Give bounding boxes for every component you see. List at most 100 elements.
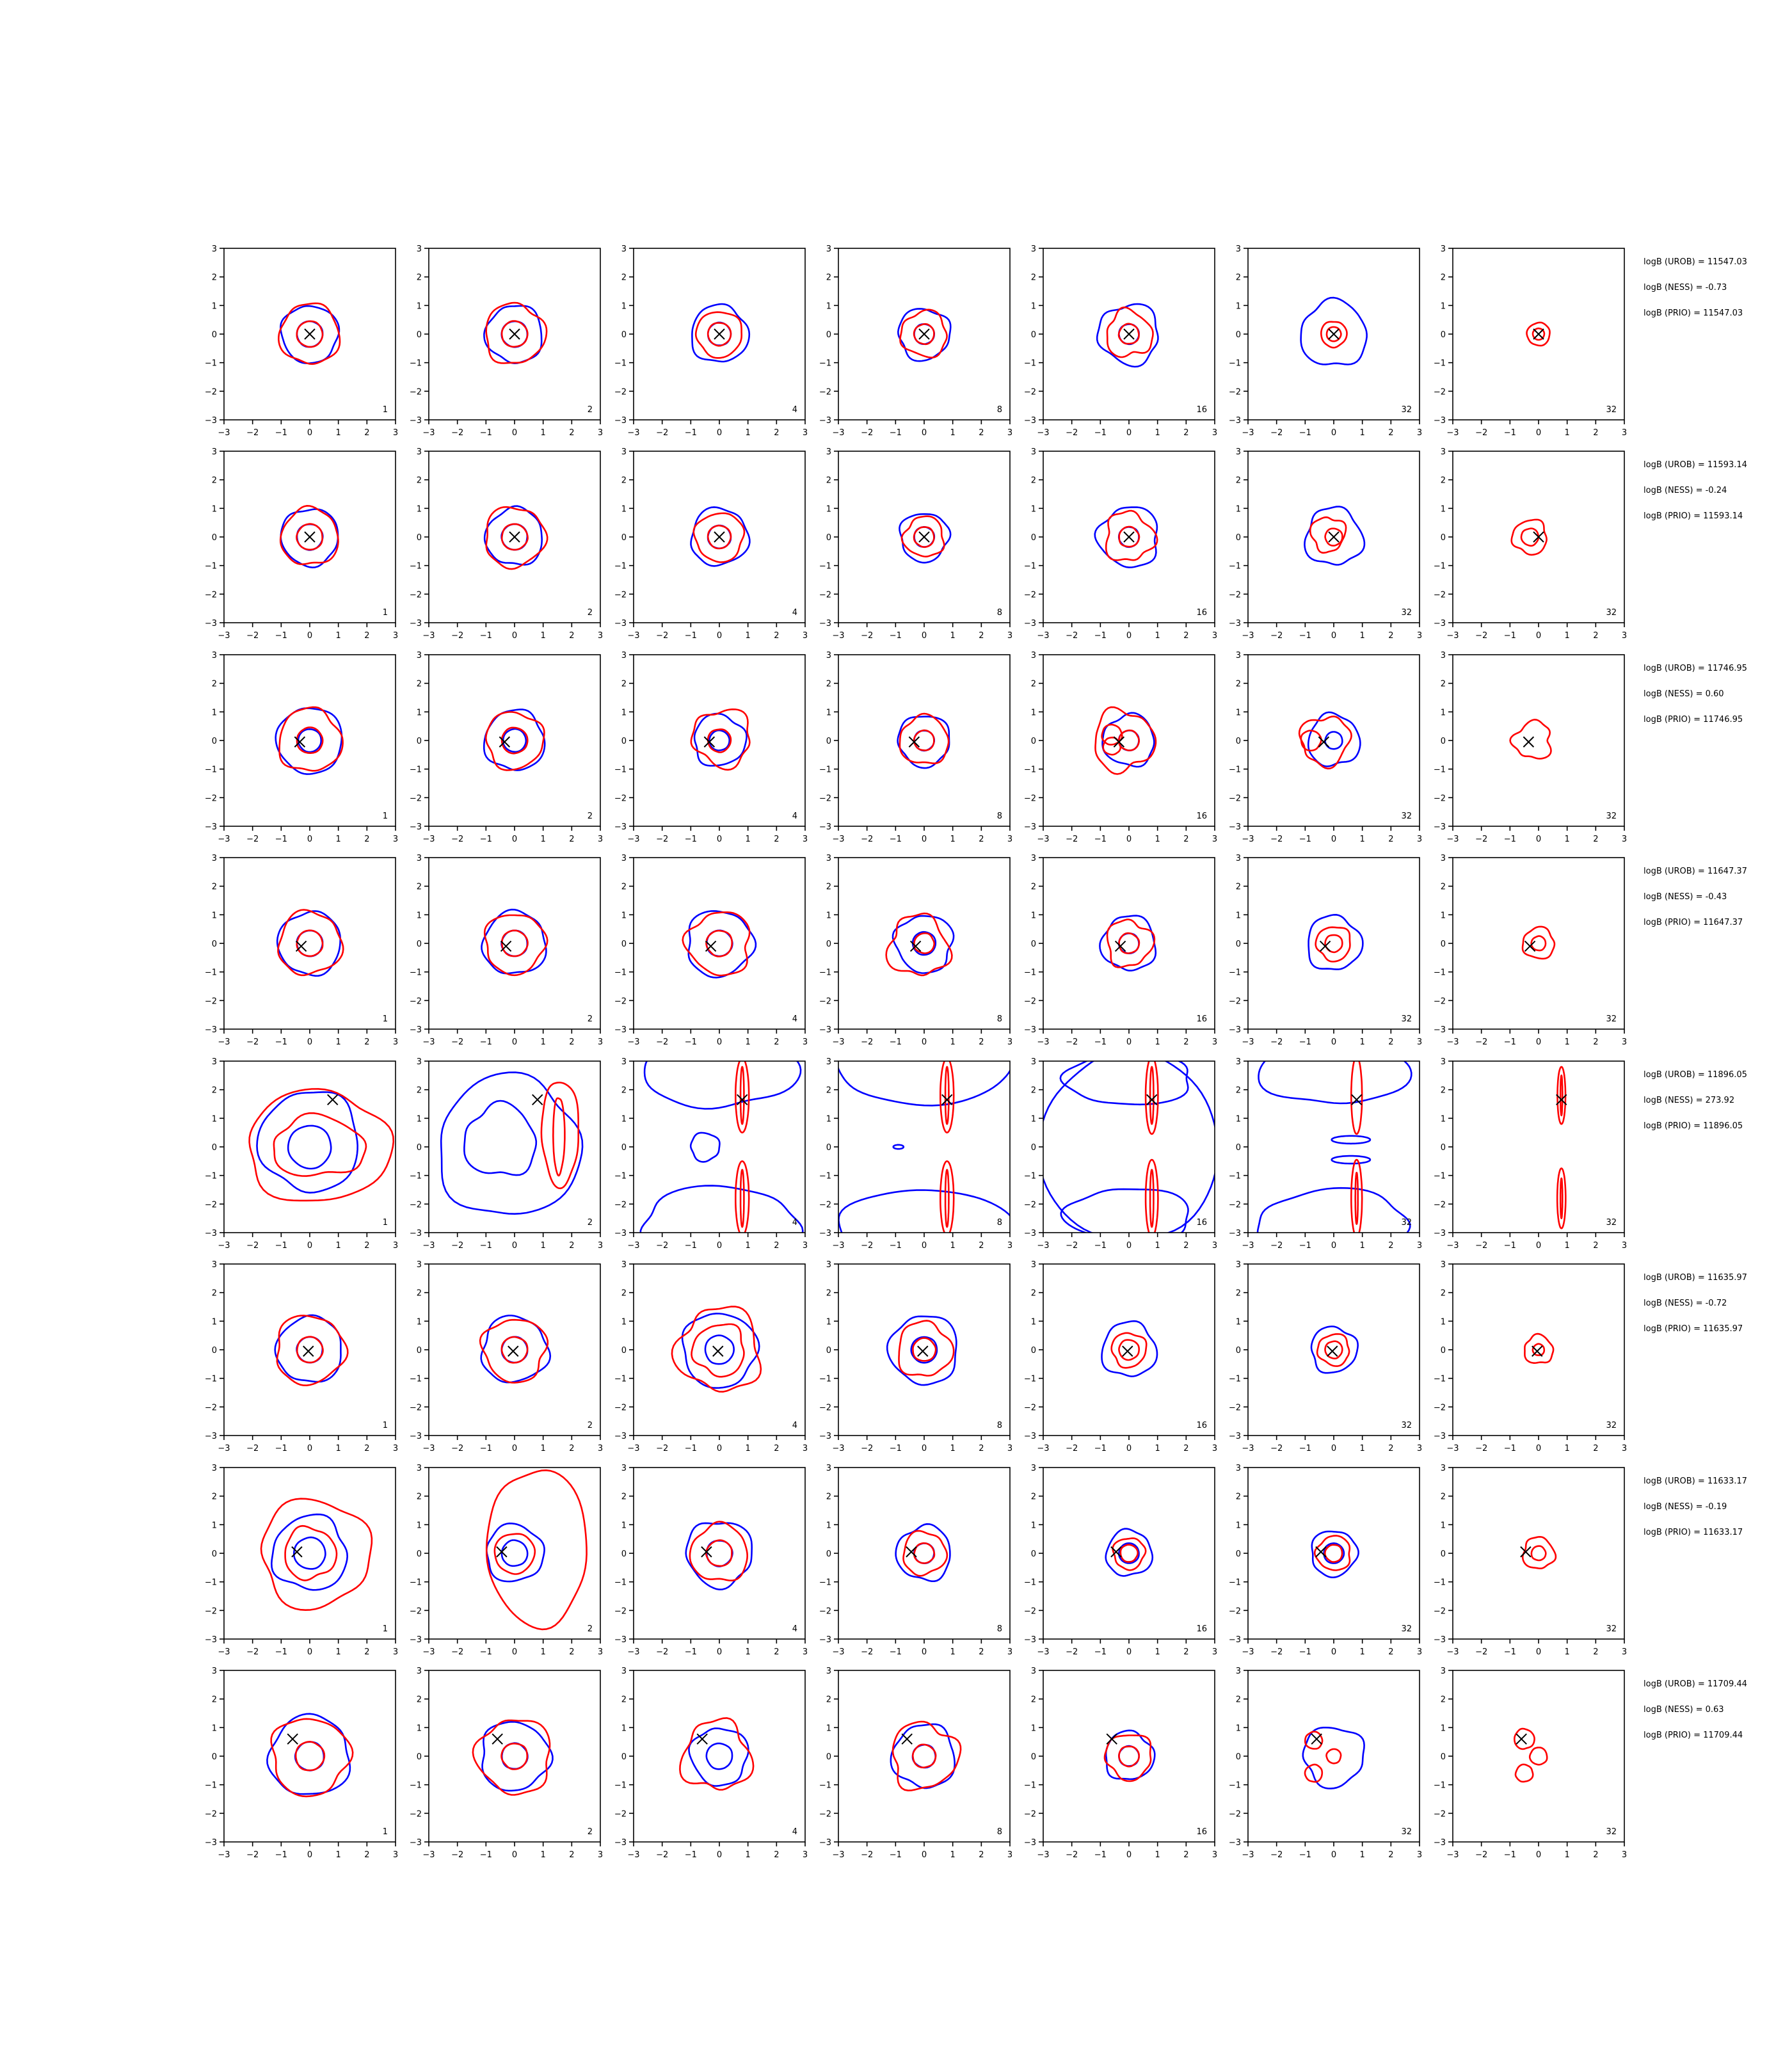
y-tick-label: −2 <box>1024 1403 1036 1412</box>
y-tick-label: −2 <box>410 794 422 803</box>
panel-corner-label: 16 <box>1196 812 1207 821</box>
y-tick-label: 3 <box>212 651 217 660</box>
y-tick-label: 2 <box>1236 1086 1241 1096</box>
panel-frame <box>1043 654 1215 827</box>
red-contour <box>707 322 732 347</box>
panel-frame <box>1452 1467 1625 1640</box>
y-tick-label: −2 <box>614 1606 627 1616</box>
x-tick-label: −1 <box>1504 1647 1516 1657</box>
panel-corner-label: 16 <box>1196 1014 1207 1024</box>
x-tick-label: −2 <box>451 1037 463 1047</box>
x-tick-label: 3 <box>803 1241 808 1251</box>
x-tick-label: 3 <box>393 1241 398 1251</box>
red-contour <box>892 1720 962 1791</box>
x-tick-label: 0 <box>1331 428 1336 438</box>
panel-corner-label: 2 <box>588 405 593 415</box>
x-marker <box>1533 328 1544 340</box>
y-tick-label: −3 <box>819 822 831 832</box>
y-tick-label: −2 <box>1434 1809 1446 1819</box>
red-contour <box>1105 509 1158 561</box>
x-tick-label: −2 <box>656 835 668 844</box>
logb-annotation: logB (PRIO) = 11647.37 <box>1644 918 1743 927</box>
panel: −3−3 −2 −2 −1 −1 0 0 1 1 2 2 3 3 32 <box>1434 1667 1627 1860</box>
blue-contour <box>256 1091 358 1194</box>
x-tick-label: 3 <box>598 428 603 438</box>
blue-contour <box>639 1185 804 1233</box>
panel-corner-label: 2 <box>588 608 593 618</box>
y-tick-label: −3 <box>205 1432 217 1441</box>
y-tick-label: 3 <box>826 244 831 254</box>
panel: −3−3 −2 −2 −1 −1 0 0 1 1 2 2 3 3 32 <box>1229 1260 1422 1453</box>
logb-annotation: logB (NESS) = -0.72 <box>1644 1299 1727 1308</box>
x-tick-label: 1 <box>1360 1850 1365 1860</box>
y-tick-label: −3 <box>1024 1432 1036 1441</box>
x-tick-label: 1 <box>336 428 341 438</box>
panel-corner-label: 2 <box>588 1624 593 1634</box>
y-tick-label: 1 <box>621 504 627 514</box>
x-tick-label: −2 <box>656 631 668 641</box>
y-tick-label: −1 <box>1024 968 1036 978</box>
y-tick-label: −3 <box>614 619 627 628</box>
x-tick-label: 2 <box>1388 1850 1393 1860</box>
x-tick-label: 3 <box>1212 1647 1217 1657</box>
y-tick-label: −3 <box>205 416 217 426</box>
x-tick-label: −1 <box>685 1241 697 1251</box>
y-tick-label: 0 <box>417 940 422 949</box>
logb-annotation: logB (UROB) = 11709.44 <box>1644 1679 1747 1689</box>
panel: −3−3 −2 −2 −1 −1 0 0 1 1 2 2 3 3 32 <box>1434 1464 1627 1657</box>
panel-corner-label: 32 <box>1401 1014 1412 1024</box>
y-tick-label: 1 <box>1031 1724 1036 1733</box>
red-contour <box>1118 729 1140 751</box>
x-tick-label: −3 <box>1037 428 1049 438</box>
x-marker <box>918 531 930 543</box>
y-tick-label: 3 <box>621 854 627 863</box>
x-tick-label: −2 <box>1475 1647 1487 1657</box>
red-contour <box>913 729 935 751</box>
x-tick-label: −2 <box>1066 1037 1078 1047</box>
x-marker <box>1114 940 1126 952</box>
y-tick-label: 2 <box>1441 273 1446 283</box>
x-tick-label: 3 <box>393 631 398 641</box>
panel-corner-label: 1 <box>383 608 388 618</box>
x-tick-label: 3 <box>1007 1647 1012 1657</box>
y-tick-label: −3 <box>410 1432 422 1441</box>
panel-corner-label: 32 <box>1606 1624 1617 1634</box>
x-tick-label: −1 <box>685 1850 697 1860</box>
y-tick-label: −2 <box>1024 590 1036 600</box>
y-tick-label: 3 <box>212 854 217 863</box>
y-tick-label: −2 <box>410 1606 422 1616</box>
x-tick-label: 2 <box>364 835 369 844</box>
x-tick-label: 3 <box>598 1850 603 1860</box>
logb-annotation: logB (NESS) = -0.19 <box>1644 1502 1727 1512</box>
y-tick-label: 1 <box>1236 504 1241 514</box>
x-tick-label: 0 <box>307 428 312 438</box>
logb-annotation: logB (NESS) = -0.43 <box>1644 892 1727 902</box>
x-tick-label: −3 <box>1037 1647 1049 1657</box>
y-tick-label: 3 <box>1031 1260 1036 1270</box>
y-tick-label: 3 <box>1031 651 1036 660</box>
x-tick-label: 2 <box>569 1241 574 1251</box>
x-tick-label: 2 <box>979 1444 984 1453</box>
red-contour <box>1350 1061 1363 1135</box>
y-tick-label: −2 <box>205 1606 217 1616</box>
panel-corner-label: 8 <box>997 608 1002 618</box>
red-contour <box>1526 321 1551 347</box>
panel: −3−3 −2 −2 −1 −1 0 0 1 1 2 2 3 3 32 <box>1229 1464 1422 1657</box>
y-tick-label: 3 <box>1441 244 1446 254</box>
y-tick-label: −2 <box>205 1403 217 1412</box>
x-tick-label: 0 <box>1536 1241 1541 1251</box>
x-tick-label: 0 <box>307 1241 312 1251</box>
x-tick-label: 0 <box>512 835 517 844</box>
x-tick-label: 1 <box>1360 1241 1365 1251</box>
blue-contour <box>1094 506 1158 568</box>
y-tick-label: −1 <box>614 562 627 572</box>
y-tick-label: 3 <box>826 1260 831 1270</box>
y-tick-label: −1 <box>1229 359 1241 369</box>
y-tick-label: −1 <box>205 765 217 775</box>
x-tick-label: −2 <box>1066 428 1078 438</box>
y-tick-label: 0 <box>417 1752 422 1762</box>
x-tick-label: 3 <box>1212 1037 1217 1047</box>
x-tick-label: −3 <box>422 835 435 844</box>
panel-corner-label: 16 <box>1196 1827 1207 1837</box>
x-tick-label: 1 <box>950 1647 956 1657</box>
